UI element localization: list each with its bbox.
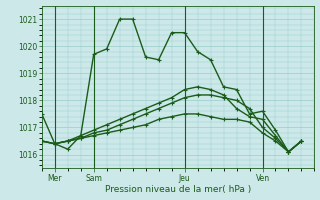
X-axis label: Pression niveau de la mer( hPa ): Pression niveau de la mer( hPa ) <box>105 185 251 194</box>
